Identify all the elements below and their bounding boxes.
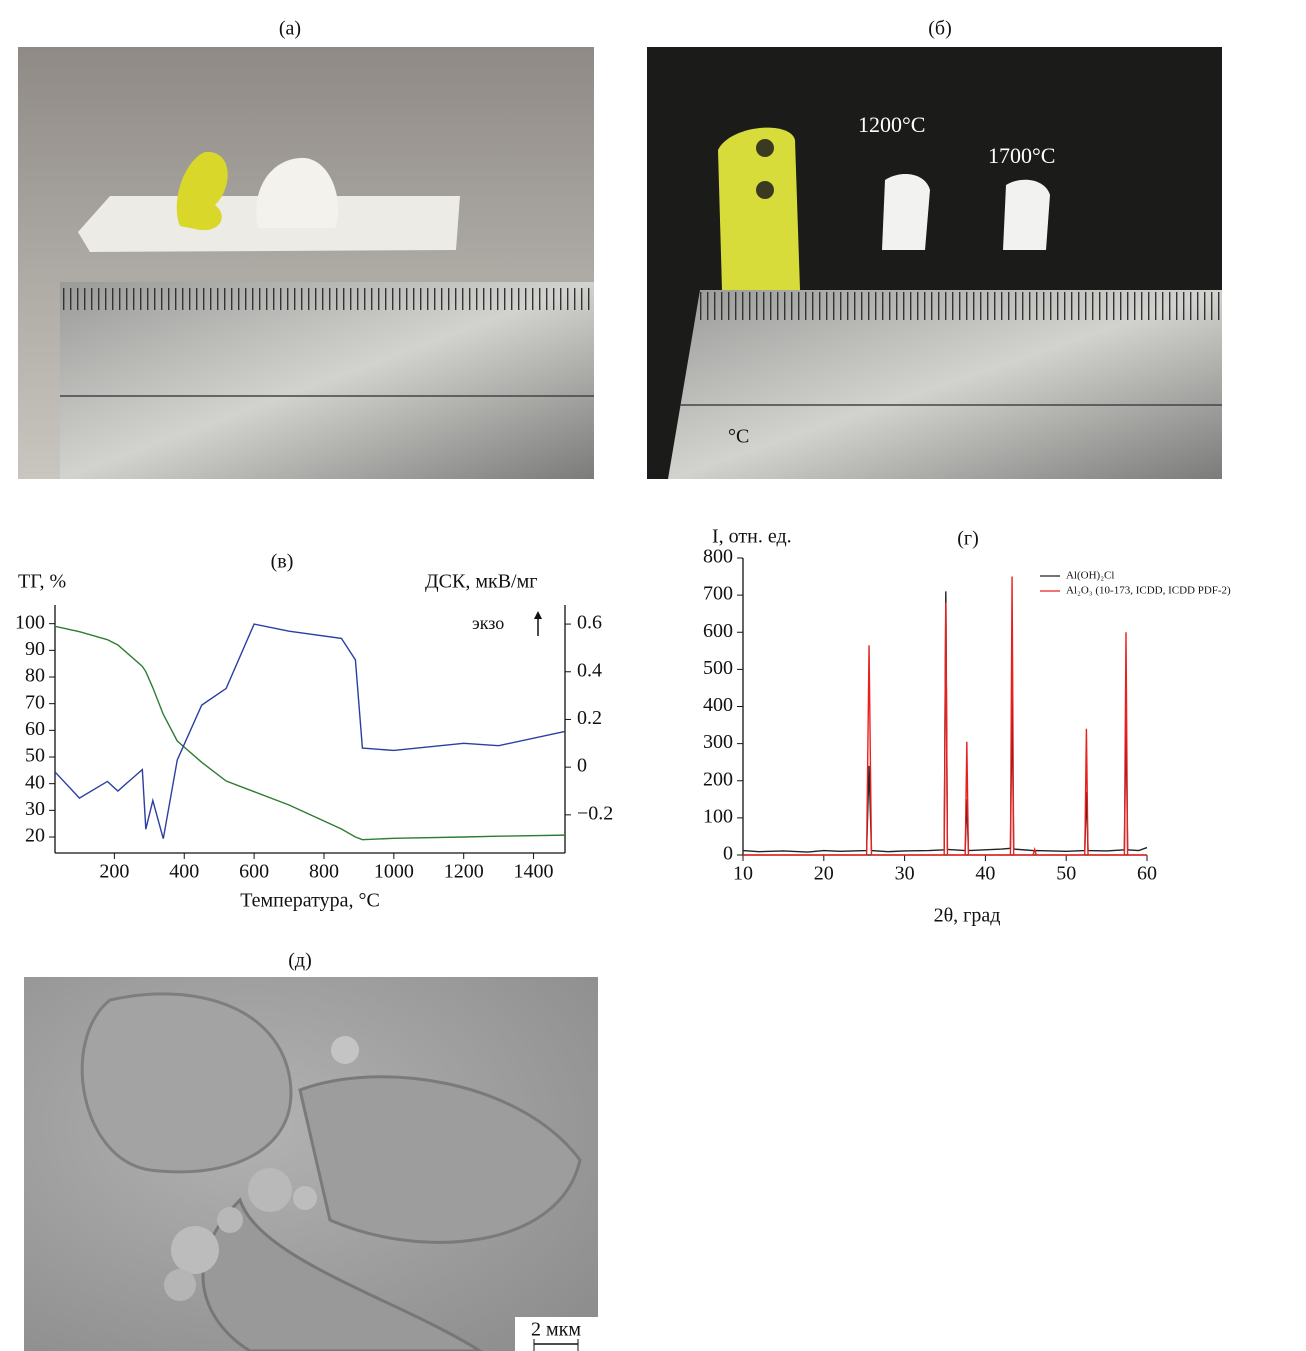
x-tick-label: 40 [975,863,995,885]
chart-title: (г) [957,528,979,550]
y2-tick-label: 0.2 [577,707,602,729]
y2-tick-label: 0 [577,755,587,777]
y-tick-label: 500 [703,657,733,679]
legend-label: Al(OH)₂Cl [1066,570,1114,582]
x-tick-label: 800 [309,861,339,883]
y-tick-label: 800 [703,546,733,568]
figure: (а) (б) 1200°C 1700°C °C (в) ТГ, % ДСК, … [0,0,1306,1351]
y-tick-label: 200 [703,768,733,790]
y-tick-label: 80 [25,665,45,687]
y2-tick-label: 0.4 [577,659,602,681]
exo-arrow [534,611,542,636]
photo-b [647,47,1222,479]
y-tick-label: 400 [703,694,733,716]
panel-label: (д) [288,950,312,972]
chart-title: (в) [271,551,294,573]
x-tick-label: 1400 [514,861,554,883]
y-tick-label: 0 [723,843,733,865]
y-tick-label: 40 [25,771,45,793]
y-tick-label: 50 [25,745,45,767]
y-axis-label: ТГ, % [18,571,66,593]
annotation: экзо [472,613,504,633]
x-axis-label: Температура, °C [240,890,380,912]
y-tick-label: 70 [25,691,45,713]
x-axis-label: 2θ, град [934,905,1001,927]
legend-label: Al₂O₃ (10-173, ICDD, ICDD PDF-2) [1066,585,1231,597]
y-tick-label: 100 [703,805,733,827]
x-tick-label: 400 [169,861,199,883]
sem-image [24,977,598,1351]
annotation: 1700°C [988,143,1055,168]
y2-tick-label: −0.2 [577,802,613,824]
data-line [55,626,565,839]
y2-axis-label: ДСК, мкВ/мг [425,571,537,593]
x-tick-label: 1000 [374,861,414,883]
x-tick-label: 200 [99,861,129,883]
x-tick-label: 20 [814,863,834,885]
annotation: °C [728,426,749,448]
x-tick-label: 10 [733,863,753,885]
x-tick-label: 1200 [444,861,484,883]
y-tick-label: 90 [25,638,45,660]
panel-label: (б) [928,18,952,40]
panel-label: (а) [279,18,301,40]
y2-tick-label: 0.6 [577,612,602,634]
y-tick-label: 300 [703,731,733,753]
x-tick-label: 50 [1056,863,1076,885]
annotation: 1200°C [858,112,925,137]
x-tick-label: 600 [239,861,269,883]
y-tick-label: 30 [25,798,45,820]
x-tick-label: 60 [1137,863,1157,885]
y-tick-label: 700 [703,583,733,605]
y-tick-label: 60 [25,718,45,740]
y-tick-label: 20 [25,825,45,847]
photo-a [18,47,594,479]
scale-bar-label: 2 мкм [531,1319,581,1341]
x-tick-label: 30 [895,863,915,885]
y-tick-label: 100 [15,611,45,633]
y-axis-label: I, отн. ед. [712,526,792,548]
y-tick-label: 600 [703,620,733,642]
